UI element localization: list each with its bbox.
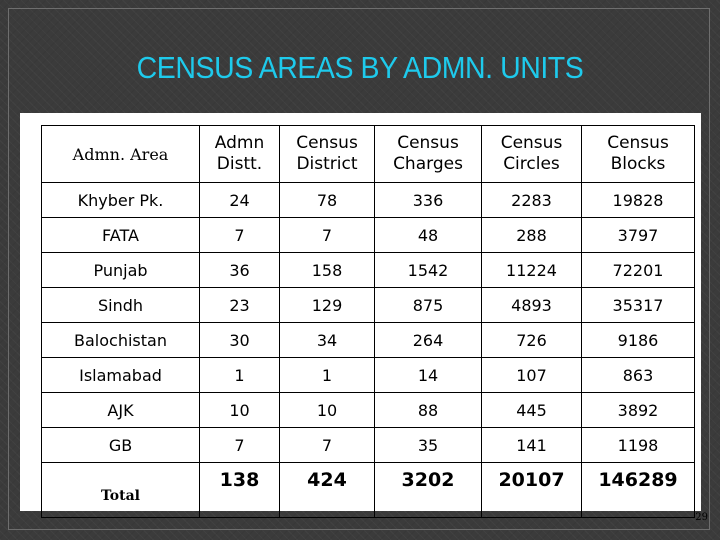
total-census-charges: 3202 bbox=[374, 462, 482, 518]
header-census-district: Census District bbox=[279, 125, 375, 183]
cell-census-blocks: 35317 bbox=[581, 287, 695, 323]
cell-admn-distt: 24 bbox=[199, 182, 280, 218]
cell-census-charges: 336 bbox=[374, 182, 482, 218]
cell-census-charges: 48 bbox=[374, 217, 482, 253]
cell-census-circles: 2283 bbox=[481, 182, 582, 218]
cell-area: Khyber Pk. bbox=[41, 182, 200, 218]
census-table: Admn. Area Admn Distt. Census District C… bbox=[41, 125, 695, 518]
cell-census-district: 10 bbox=[279, 392, 375, 428]
cell-census-circles: 11224 bbox=[481, 252, 582, 288]
cell-census-charges: 1542 bbox=[374, 252, 482, 288]
total-label: Total bbox=[41, 462, 200, 518]
cell-census-charges: 875 bbox=[374, 287, 482, 323]
total-admn-distt: 138 bbox=[199, 462, 280, 518]
cell-census-circles: 4893 bbox=[481, 287, 582, 323]
cell-census-district: 158 bbox=[279, 252, 375, 288]
cell-admn-distt: 36 bbox=[199, 252, 280, 288]
cell-census-circles: 141 bbox=[481, 427, 582, 463]
cell-census-blocks: 3797 bbox=[581, 217, 695, 253]
table-row: FATA 7 7 48 288 3797 bbox=[41, 217, 695, 253]
cell-census-blocks: 1198 bbox=[581, 427, 695, 463]
header-census-circles: Census Circles bbox=[481, 125, 582, 183]
cell-area: Balochistan bbox=[41, 322, 200, 358]
table-row: Khyber Pk. 24 78 336 2283 19828 bbox=[41, 182, 695, 218]
table-row: Punjab 36 158 1542 11224 72201 bbox=[41, 252, 695, 288]
header-census-charges: Census Charges bbox=[374, 125, 482, 183]
table-row: Islamabad 1 1 14 107 863 bbox=[41, 357, 695, 393]
cell-census-district: 78 bbox=[279, 182, 375, 218]
cell-admn-distt: 10 bbox=[199, 392, 280, 428]
cell-area: FATA bbox=[41, 217, 200, 253]
cell-census-circles: 726 bbox=[481, 322, 582, 358]
table-header-row: Admn. Area Admn Distt. Census District C… bbox=[41, 125, 695, 183]
cell-admn-distt: 1 bbox=[199, 357, 280, 393]
cell-census-charges: 88 bbox=[374, 392, 482, 428]
cell-admn-distt: 7 bbox=[199, 217, 280, 253]
cell-admn-distt: 7 bbox=[199, 427, 280, 463]
total-census-district: 424 bbox=[279, 462, 375, 518]
header-admn-area: Admn. Area bbox=[41, 125, 200, 183]
table-total-row: Total 138 424 3202 20107 146289 bbox=[41, 462, 695, 518]
slide-frame bbox=[8, 8, 710, 530]
cell-census-district: 7 bbox=[279, 217, 375, 253]
page-number: 29 bbox=[695, 512, 708, 523]
cell-area: Punjab bbox=[41, 252, 200, 288]
cell-census-blocks: 19828 bbox=[581, 182, 695, 218]
cell-census-blocks: 9186 bbox=[581, 322, 695, 358]
table-row: AJK 10 10 88 445 3892 bbox=[41, 392, 695, 428]
table-row: Sindh 23 129 875 4893 35317 bbox=[41, 287, 695, 323]
cell-census-blocks: 863 bbox=[581, 357, 695, 393]
header-admn-distt: Admn Distt. bbox=[199, 125, 280, 183]
cell-census-district: 7 bbox=[279, 427, 375, 463]
cell-area: Sindh bbox=[41, 287, 200, 323]
cell-census-district: 34 bbox=[279, 322, 375, 358]
total-census-blocks: 146289 bbox=[581, 462, 695, 518]
total-census-circles: 20107 bbox=[481, 462, 582, 518]
cell-census-circles: 445 bbox=[481, 392, 582, 428]
cell-census-district: 1 bbox=[279, 357, 375, 393]
slide-title: CENSUS AREAS BY ADMN. UNITS bbox=[136, 50, 584, 85]
cell-area: AJK bbox=[41, 392, 200, 428]
cell-census-charges: 14 bbox=[374, 357, 482, 393]
table-row: Balochistan 30 34 264 726 9186 bbox=[41, 322, 695, 358]
cell-census-charges: 264 bbox=[374, 322, 482, 358]
cell-census-blocks: 3892 bbox=[581, 392, 695, 428]
table-row: GB 7 7 35 141 1198 bbox=[41, 427, 695, 463]
cell-admn-distt: 30 bbox=[199, 322, 280, 358]
cell-area: Islamabad bbox=[41, 357, 200, 393]
cell-census-circles: 107 bbox=[481, 357, 582, 393]
cell-area: GB bbox=[41, 427, 200, 463]
cell-admn-distt: 23 bbox=[199, 287, 280, 323]
cell-census-district: 129 bbox=[279, 287, 375, 323]
cell-census-circles: 288 bbox=[481, 217, 582, 253]
cell-census-charges: 35 bbox=[374, 427, 482, 463]
header-census-blocks: Census Blocks bbox=[581, 125, 695, 183]
cell-census-blocks: 72201 bbox=[581, 252, 695, 288]
